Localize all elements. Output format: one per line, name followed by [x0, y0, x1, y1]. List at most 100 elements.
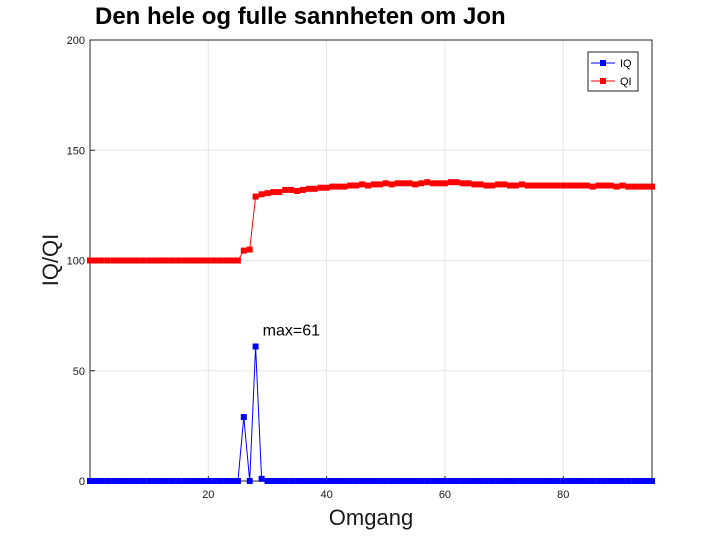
series-qi-point: [122, 257, 129, 264]
series-iq-point: [601, 478, 608, 484]
series-iq-point: [619, 478, 626, 484]
series-iq-point: [98, 478, 105, 484]
series-iq-point: [234, 478, 241, 484]
series-qi-point: [163, 257, 170, 264]
series-iq-point: [394, 478, 401, 484]
series-iq-point: [465, 478, 472, 484]
series-qi-point: [288, 186, 295, 193]
series-iq-point: [607, 478, 614, 484]
series-iq-point: [146, 478, 153, 484]
series-qi-point: [246, 246, 253, 253]
legend-box: [587, 51, 639, 92]
series-iq-point: [371, 478, 377, 484]
series-qi-point: [572, 182, 579, 189]
series-iq-point: [329, 478, 336, 484]
series-qi-point: [459, 180, 466, 187]
series-iq-point: [631, 478, 638, 484]
series-qi-point: [341, 183, 348, 190]
series-qi-point: [418, 180, 425, 187]
series-iq-point: [489, 478, 496, 484]
series-iq-point: [205, 478, 212, 484]
series-iq-point: [589, 478, 596, 484]
series-qi-point: [471, 181, 478, 188]
y-tick-label: 100: [67, 256, 85, 268]
series-qi-point: [436, 180, 442, 187]
series-iq-point: [158, 478, 164, 484]
series-qi-point: [258, 191, 265, 198]
y-tick-label: 150: [67, 145, 85, 157]
series-iq-point: [560, 478, 567, 484]
series-qi-point: [128, 257, 135, 264]
series-qi-point: [601, 182, 608, 189]
series-qi-point: [158, 257, 164, 264]
series-qi-point: [631, 183, 638, 190]
series-qi-point: [169, 257, 176, 264]
series-iq-point: [341, 478, 348, 484]
series-qi-point: [530, 182, 537, 189]
series-iq-point: [613, 478, 620, 484]
series-qi-point: [317, 184, 324, 191]
series-qi-point: [252, 193, 259, 200]
series-qi-point: [347, 182, 354, 189]
legend-iq-label: IQ: [620, 58, 632, 70]
series-iq-point: [424, 478, 431, 484]
series-iq-point: [536, 478, 543, 484]
series-qi-point: [465, 180, 472, 187]
series-iq-point: [122, 478, 129, 484]
series-iq-point: [217, 478, 224, 484]
series-iq-point: [140, 478, 147, 484]
chart-title: Den hele og fulle sannheten om Jon: [95, 3, 506, 30]
series-iq-point: [430, 478, 437, 484]
series-iq-point: [246, 478, 253, 484]
series-iq-point: [270, 478, 277, 484]
series-qi-point: [211, 257, 218, 264]
series-qi-point: [388, 181, 395, 188]
series-iq-point: [477, 478, 484, 484]
series-qi-point: [329, 183, 336, 190]
series-qi-point: [276, 189, 283, 196]
series-iq-point: [554, 478, 561, 484]
series-qi-point: [501, 181, 508, 188]
x-tick-label: 40: [321, 489, 333, 501]
series-iq-point: [406, 478, 413, 484]
series-qi-point: [193, 257, 200, 264]
x-tick-label: 20: [202, 489, 214, 501]
series-qi-point: [542, 182, 549, 189]
series-iq-point: [104, 478, 111, 484]
legend-qi-marker: [600, 78, 606, 84]
series-iq-point: [365, 478, 371, 484]
series-qi-point: [199, 257, 206, 264]
series-qi-point: [424, 179, 431, 186]
series-iq-point: [501, 478, 508, 484]
series-iq-point: [441, 478, 448, 484]
series-iq-point: [181, 478, 188, 484]
series-qi-point: [495, 181, 502, 188]
y-tick-label: 200: [67, 35, 85, 47]
series-qi-point: [643, 183, 650, 190]
series-qi-point: [483, 182, 490, 189]
legend: IQ QI: [587, 51, 639, 92]
y-tick-label: 0: [79, 476, 85, 488]
series-qi-point: [270, 189, 277, 196]
series-iq-point: [229, 478, 235, 484]
series-iq-point: [128, 478, 135, 484]
series-iq-point: [87, 478, 93, 484]
series-qi-point: [371, 181, 377, 188]
series-iq-point: [193, 478, 200, 484]
series-iq-point: [199, 478, 206, 484]
series-iq-point: [512, 478, 519, 484]
series-iq-point: [412, 478, 419, 484]
series-iq-point: [311, 478, 318, 484]
series-qi-point: [152, 257, 159, 264]
series-iq-point: [459, 478, 466, 484]
series-iq-point: [376, 478, 383, 484]
series-qi-point: [87, 257, 93, 264]
series-iq-point: [223, 478, 230, 484]
series-qi-point: [447, 179, 454, 186]
series-iq-point: [211, 478, 218, 484]
series-qi-point: [300, 186, 306, 193]
series-qi-point: [116, 257, 123, 264]
series-iq-point: [649, 478, 655, 484]
series-qi-point: [489, 182, 496, 189]
